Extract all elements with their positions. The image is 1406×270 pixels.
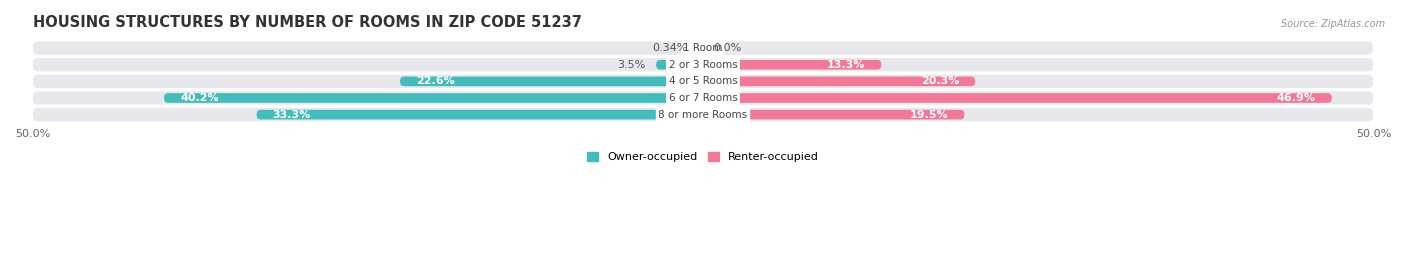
FancyBboxPatch shape: [699, 43, 703, 53]
FancyBboxPatch shape: [32, 91, 1374, 105]
Text: 13.3%: 13.3%: [827, 60, 865, 70]
Text: 3.5%: 3.5%: [617, 60, 645, 70]
Text: 4 or 5 Rooms: 4 or 5 Rooms: [669, 76, 737, 86]
Text: HOUSING STRUCTURES BY NUMBER OF ROOMS IN ZIP CODE 51237: HOUSING STRUCTURES BY NUMBER OF ROOMS IN…: [32, 15, 582, 30]
Text: 22.6%: 22.6%: [416, 76, 454, 86]
FancyBboxPatch shape: [32, 108, 1374, 121]
FancyBboxPatch shape: [703, 60, 882, 70]
Legend: Owner-occupied, Renter-occupied: Owner-occupied, Renter-occupied: [582, 147, 824, 167]
FancyBboxPatch shape: [657, 60, 703, 70]
Text: 6 or 7 Rooms: 6 or 7 Rooms: [669, 93, 737, 103]
Text: 8 or more Rooms: 8 or more Rooms: [658, 110, 748, 120]
FancyBboxPatch shape: [32, 41, 1374, 55]
FancyBboxPatch shape: [256, 110, 703, 119]
FancyBboxPatch shape: [703, 93, 1331, 103]
Text: 40.2%: 40.2%: [180, 93, 219, 103]
Text: Source: ZipAtlas.com: Source: ZipAtlas.com: [1281, 19, 1385, 29]
Text: 1 Room: 1 Room: [683, 43, 723, 53]
Text: 0.0%: 0.0%: [714, 43, 742, 53]
Text: 33.3%: 33.3%: [273, 110, 311, 120]
FancyBboxPatch shape: [32, 58, 1374, 71]
Text: 46.9%: 46.9%: [1277, 93, 1316, 103]
FancyBboxPatch shape: [32, 75, 1374, 88]
FancyBboxPatch shape: [399, 76, 703, 86]
Text: 20.3%: 20.3%: [921, 76, 959, 86]
FancyBboxPatch shape: [703, 76, 976, 86]
Text: 19.5%: 19.5%: [910, 110, 949, 120]
Text: 0.34%: 0.34%: [652, 43, 688, 53]
FancyBboxPatch shape: [165, 93, 703, 103]
Text: 2 or 3 Rooms: 2 or 3 Rooms: [669, 60, 737, 70]
FancyBboxPatch shape: [703, 110, 965, 119]
